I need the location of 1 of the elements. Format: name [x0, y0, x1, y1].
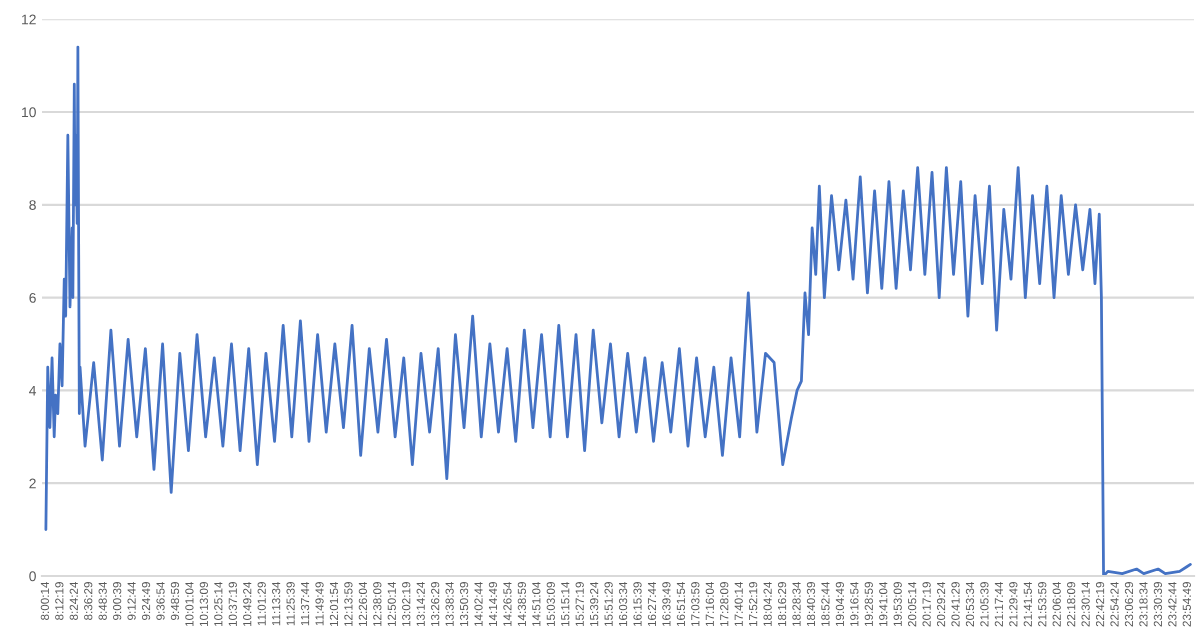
line-series	[44, 45, 1192, 576]
